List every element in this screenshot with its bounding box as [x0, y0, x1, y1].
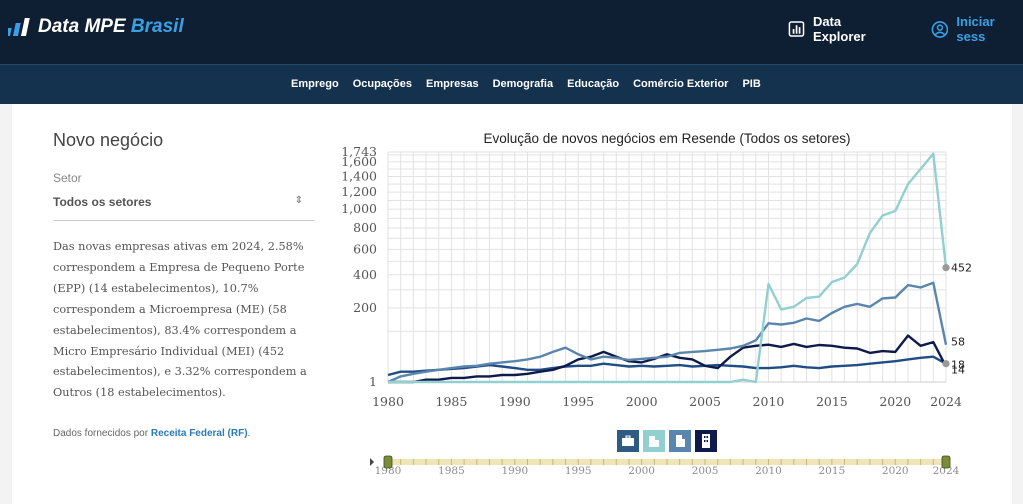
small-building-icon — [643, 430, 665, 452]
slider-tick-label: 1990 — [501, 465, 528, 477]
nav-item-empresas[interactable]: Empresas — [426, 78, 479, 90]
info-panel: Novo negócio Setor Todos os setores ⇕ Da… — [53, 130, 315, 439]
end-label-mei: 452 — [951, 262, 972, 275]
x-tick-label: 2020 — [879, 394, 911, 409]
slider-tick-label: 2010 — [755, 465, 782, 477]
source-note: Dados fornecidos por Receita Federal (RF… — [53, 428, 315, 439]
brand-name-part2: Brasil — [130, 16, 184, 37]
top-bar: Data MPE Brasil Data Explorer Iniciar se… — [0, 0, 1023, 64]
nav-item-demografia[interactable]: Demografia — [492, 78, 554, 90]
end-label-epp: 14 — [951, 364, 965, 377]
x-tick-label: 1985 — [436, 394, 468, 409]
y-tick-label: 1,743 — [341, 144, 377, 159]
nav-item-comercio-exterior[interactable]: Comércio Exterior — [633, 78, 729, 90]
data-explorer-label: Data Explorer — [812, 14, 866, 44]
filter-all-button[interactable] — [617, 430, 639, 452]
brand-name-part1: Data MPE — [38, 16, 131, 37]
data-explorer-link[interactable]: Data Explorer — [788, 14, 893, 44]
x-tick-label: 2024 — [930, 394, 962, 409]
y-tick-label: 400 — [353, 267, 377, 282]
series-line-mei — [388, 152, 948, 384]
end-point-mei — [942, 264, 950, 272]
source-prefix: Dados fornecidos por — [53, 428, 151, 440]
x-tick-label: 1990 — [499, 394, 531, 409]
slider-end-handle[interactable] — [941, 455, 951, 469]
filter-mei-button[interactable] — [643, 430, 665, 452]
end-label-me: 58 — [951, 336, 965, 349]
user-circle-icon — [931, 20, 948, 38]
x-tick-label: 2015 — [816, 394, 848, 409]
series-line-epp — [388, 334, 948, 384]
x-tick-label: 1980 — [372, 394, 404, 409]
x-tick-label: 2000 — [626, 394, 658, 409]
up-down-chevron-icon: ⇕ — [294, 195, 303, 206]
y-tick-label: 200 — [353, 300, 377, 315]
slider-tick-label: 1980 — [375, 465, 402, 477]
end-label-outros: 18 — [951, 359, 965, 372]
slider-tick-label: 2024 — [933, 465, 960, 477]
main-nav: Emprego Ocupações Empresas Demografia Ed… — [0, 64, 1023, 104]
slider-tick-label: 2000 — [628, 465, 655, 477]
slider-tick-label: 1995 — [565, 465, 592, 477]
filter-me-button[interactable] — [669, 430, 691, 452]
medium-building-icon — [669, 430, 691, 452]
login-label: Iniciar sess — [956, 14, 995, 44]
y-tick-label: 1,400 — [341, 168, 377, 183]
source-link[interactable]: Receita Federal (RF) — [150, 428, 248, 440]
nav-item-pib[interactable]: PIB — [742, 78, 761, 90]
y-tick-label: 1,000 — [341, 201, 377, 216]
login-link[interactable]: Iniciar sess — [931, 14, 1023, 44]
slider-tick-label: 2020 — [882, 465, 909, 477]
play-icon — [370, 458, 374, 466]
chart-box-icon — [788, 21, 805, 37]
series-line-me — [387, 281, 948, 384]
y-tick-label: 600 — [353, 241, 377, 256]
sector-select-value: Todos os setores — [53, 195, 152, 209]
end-point-outros — [942, 360, 950, 368]
brand-logo[interactable]: Data MPE Brasil — [4, 16, 184, 38]
tall-building-icon — [695, 430, 717, 452]
x-tick-label: 2010 — [753, 394, 785, 409]
source-suffix: . — [247, 428, 251, 440]
nav-item-ocupacoes[interactable]: Ocupações — [352, 78, 412, 90]
y-tick-label: 1 — [369, 374, 377, 389]
slider-tick-label: 2015 — [818, 465, 845, 477]
nav-item-educacao[interactable]: Educação — [567, 78, 620, 90]
bar-chart-logo-icon — [4, 17, 34, 37]
filter-epp-button[interactable] — [695, 430, 717, 452]
slider-tick-label: 2005 — [692, 465, 719, 477]
y-tick-label: 800 — [353, 220, 377, 235]
summary-text: Das novas empresas ativas em 2024, 2.58%… — [53, 240, 307, 400]
y-tick-label: 1,600 — [341, 154, 377, 169]
y-tick-label: 1,200 — [341, 184, 377, 199]
content-card — [12, 104, 1012, 504]
chart-title: Evolução de novos negócios em Resende (T… — [483, 131, 851, 146]
sector-label: Setor — [53, 171, 82, 185]
slider-tick-label: 1985 — [438, 465, 465, 477]
nav-item-emprego[interactable]: Emprego — [291, 78, 339, 90]
briefcase-icon — [617, 430, 639, 452]
brand-name: Data MPE Brasil — [38, 16, 184, 38]
panel-title: Novo negócio — [53, 130, 164, 150]
slider-start-handle[interactable] — [383, 455, 393, 469]
x-tick-label: 1995 — [562, 394, 594, 409]
sector-select[interactable]: Todos os setores ⇕ — [53, 195, 315, 221]
x-tick-label: 2005 — [689, 394, 721, 409]
